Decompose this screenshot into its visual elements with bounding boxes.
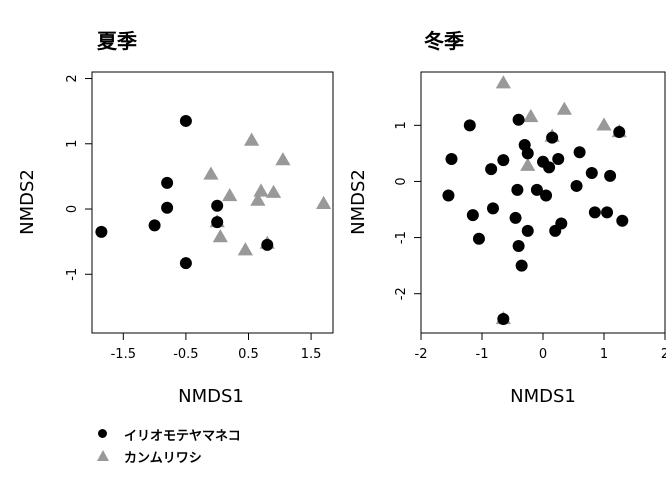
summer-y-tick-label: 2 xyxy=(65,74,80,82)
winter-x-tick-label: 0 xyxy=(539,347,547,362)
summer-y-axis-label: NMDS2 xyxy=(17,169,38,235)
legend-item-eagle: カンムリワシ xyxy=(96,446,356,466)
winter-y-tick-label: 0 xyxy=(394,177,409,185)
summer-y-tick-label: -1 xyxy=(65,268,80,281)
summer-y-tick-label: 1 xyxy=(65,140,80,148)
winter-point-eagle xyxy=(556,101,572,115)
winter-x-tick-label: -1 xyxy=(476,347,489,362)
winter-point-cat xyxy=(573,146,586,159)
summer-point-eagle xyxy=(250,192,266,206)
winter-panel: 冬季 -2 -1 0 1 2 -2 -1 0 1 NMDS1 NMDS2 xyxy=(348,29,666,407)
summer-point-eagle xyxy=(203,166,219,180)
summer-point-cat xyxy=(211,216,224,229)
legend-eagle-label: カンムリワシ xyxy=(124,450,202,466)
winter-point-cat xyxy=(616,214,629,227)
summer-point-cat xyxy=(148,219,161,232)
summer-point-cat xyxy=(161,201,174,214)
winter-point-eagle xyxy=(495,75,511,89)
legend-item-cat: イリオモテヤマネコ xyxy=(96,424,356,444)
summer-points xyxy=(95,114,332,270)
summer-title: 夏季 xyxy=(97,29,137,53)
summer-x-axis-label: NMDS1 xyxy=(178,386,244,407)
summer-x-tick-label: 0.5 xyxy=(238,347,259,362)
winter-point-cat xyxy=(585,167,598,180)
summer-point-eagle xyxy=(275,152,291,166)
winter-point-eagle xyxy=(520,157,536,171)
winter-plot-frame xyxy=(420,71,666,334)
winter-x-axis-label: NMDS1 xyxy=(510,386,576,407)
winter-point-cat xyxy=(552,153,565,165)
legend-cat-label: イリオモテヤマネコ xyxy=(124,428,241,444)
winter-point-cat xyxy=(515,259,528,272)
summer-y-ticks: -1 0 1 2 xyxy=(65,74,92,281)
winter-point-cat xyxy=(497,312,510,325)
winter-point-cat xyxy=(530,183,543,196)
winter-y-tick-label: -2 xyxy=(394,287,409,300)
summer-point-eagle xyxy=(212,229,228,243)
winter-point-cat xyxy=(588,206,601,219)
winter-point-cat xyxy=(613,126,626,139)
winter-point-cat xyxy=(497,154,510,167)
summer-point-eagle xyxy=(316,195,332,210)
winter-point-cat xyxy=(512,113,525,126)
winter-point-cat xyxy=(521,224,534,237)
summer-point-cat xyxy=(261,238,274,251)
summer-point-eagle xyxy=(244,132,260,146)
winter-x-tick-label: 2 xyxy=(661,347,666,362)
winter-point-cat xyxy=(604,169,617,182)
winter-point-cat xyxy=(512,240,525,252)
summer-point-cat xyxy=(95,225,108,238)
winter-x-tick-label: -2 xyxy=(415,347,428,362)
winter-point-cat xyxy=(445,153,458,165)
winter-y-axis-label: NMDS2 xyxy=(348,169,369,235)
winter-point-cat xyxy=(486,202,499,215)
winter-point-cat xyxy=(511,183,524,196)
summer-point-eagle xyxy=(253,183,269,197)
winter-points xyxy=(442,75,629,325)
summer-panel: 夏季 -1.5 -0.5 0.5 1.5 -1 0 1 2 NMDS1 NMDS2 xyxy=(17,29,334,407)
summer-x-tick-label: -0.5 xyxy=(173,347,198,362)
winter-y-ticks: -2 -1 0 1 xyxy=(394,121,421,300)
winter-point-cat xyxy=(601,206,614,219)
winter-x-tick-label: 1 xyxy=(600,347,608,362)
legend-eagle-marker xyxy=(96,449,110,463)
winter-point-cat xyxy=(466,209,479,222)
winter-point-eagle xyxy=(596,117,612,131)
summer-point-eagle xyxy=(237,242,253,256)
winter-x-ticks: -2 -1 0 1 2 xyxy=(415,333,666,362)
winter-point-eagle xyxy=(523,108,539,123)
winter-title: 冬季 xyxy=(424,29,464,53)
summer-plot-frame xyxy=(91,71,334,334)
winter-point-cat xyxy=(463,119,476,132)
summer-point-eagle xyxy=(265,184,282,198)
winter-point-cat xyxy=(509,211,522,224)
winter-point-cat xyxy=(472,232,485,245)
summer-point-cat xyxy=(179,114,192,127)
summer-y-tick-label: 0 xyxy=(65,205,80,213)
summer-point-eagle xyxy=(222,187,238,202)
winter-point-cat xyxy=(521,147,534,160)
winter-point-cat xyxy=(555,217,568,230)
winter-point-cat xyxy=(570,179,583,192)
summer-x-tick-label: -1.5 xyxy=(111,347,136,362)
winter-point-cat xyxy=(442,189,455,202)
summer-point-cat xyxy=(179,257,192,270)
summer-x-ticks: -1.5 -0.5 0.5 1.5 xyxy=(111,333,322,362)
winter-point-cat xyxy=(485,163,498,176)
winter-point-cat xyxy=(540,189,553,202)
summer-point-cat xyxy=(161,176,174,189)
legend-cat-marker xyxy=(96,427,110,441)
summer-x-tick-label: 1.5 xyxy=(301,347,322,362)
winter-point-cat xyxy=(543,161,556,174)
winter-point-cat xyxy=(546,131,559,144)
winter-y-tick-label: -1 xyxy=(394,231,409,244)
summer-point-cat xyxy=(211,199,224,212)
winter-y-tick-label: 1 xyxy=(394,121,409,129)
